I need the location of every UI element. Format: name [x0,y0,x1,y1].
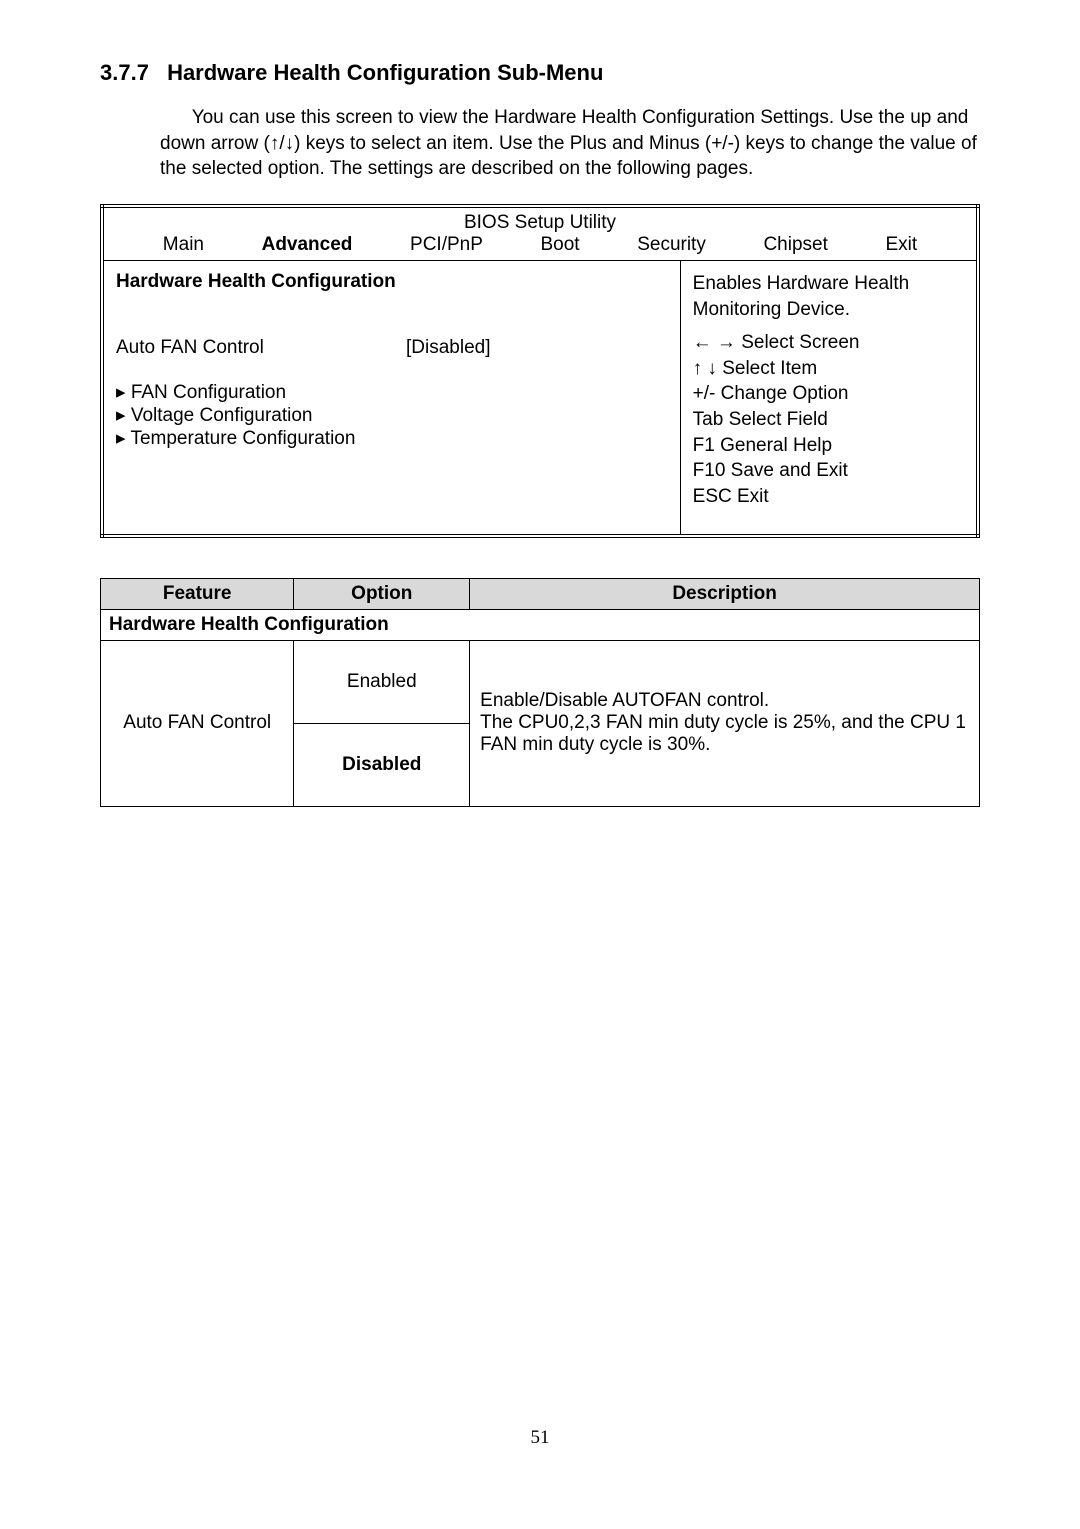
bios-setup-panel: BIOS Setup Utility Main Advanced PCI/PnP… [100,204,980,538]
help-key-esc-exit: ESC Exit [693,484,964,510]
help-key-general-help: F1 General Help [693,433,964,459]
section-heading: 3.7.7 Hardware Health Configuration Sub-… [100,60,980,86]
feature-subheader: Hardware Health Configuration [101,609,980,640]
option-disabled: Disabled [294,723,470,806]
tab-chipset[interactable]: Chipset [763,234,827,256]
intro-text: You can use this screen to view the Hard… [160,107,977,179]
bios-left-pane: Hardware Health Configuration Auto FAN C… [102,260,680,535]
feature-description: Enable/Disable AUTOFAN control. The CPU0… [470,640,980,806]
tab-security[interactable]: Security [637,234,706,256]
tab-exit[interactable]: Exit [885,234,917,256]
submenu-fan[interactable]: ▸ FAN Configuration [116,381,668,404]
bios-tabs: Main Advanced PCI/PnP Boot Security Chip… [104,234,976,260]
tab-boot[interactable]: Boot [541,234,580,256]
submenu-temperature[interactable]: ▸ Temperature Configuration [116,427,668,450]
bios-right-pane: Enables Hardware Health Monitoring Devic… [680,260,978,535]
help-key-select-item: ↑ ↓ Select Item [693,356,964,382]
help-key-select-field: Tab Select Field [693,407,964,433]
tab-main[interactable]: Main [163,234,204,256]
section-number: 3.7.7 [100,60,149,85]
submenu-voltage[interactable]: ▸ Voltage Configuration [116,404,668,427]
page-number: 51 [100,1427,980,1449]
header-option: Option [294,578,470,609]
bios-header: BIOS Setup Utility Main Advanced PCI/PnP… [102,206,978,261]
bios-utility-title: BIOS Setup Utility [104,212,976,234]
help-description: Enables Hardware Health Monitoring Devic… [693,271,964,322]
header-description: Description [470,578,980,609]
bios-setting-label: Auto FAN Control [116,337,406,359]
tab-pcipnp[interactable]: PCI/PnP [410,234,483,256]
feature-description-text: Enable/Disable AUTOFAN control. The CPU0… [480,690,966,755]
bios-setting-value: [Disabled] [406,337,491,359]
bios-setting-row[interactable]: Auto FAN Control [Disabled] [116,337,668,359]
header-feature: Feature [101,578,294,609]
help-key-save-exit: F10 Save and Exit [693,458,964,484]
help-key-select-screen: ← → Select Screen [693,330,964,356]
help-key-change-option: +/- Change Option [693,381,964,407]
tab-advanced[interactable]: Advanced [262,234,353,256]
section-title: Hardware Health Configuration Sub-Menu [167,60,603,85]
help-keys: ← → Select Screen ↑ ↓ Select Item +/- Ch… [693,330,964,509]
feature-table: Feature Option Description Hardware Heal… [100,578,980,807]
feature-name: Auto FAN Control [101,640,294,806]
intro-paragraph: You can use this screen to view the Hard… [160,105,980,182]
bios-panel-title: Hardware Health Configuration [116,271,668,293]
option-enabled: Enabled [294,640,470,723]
